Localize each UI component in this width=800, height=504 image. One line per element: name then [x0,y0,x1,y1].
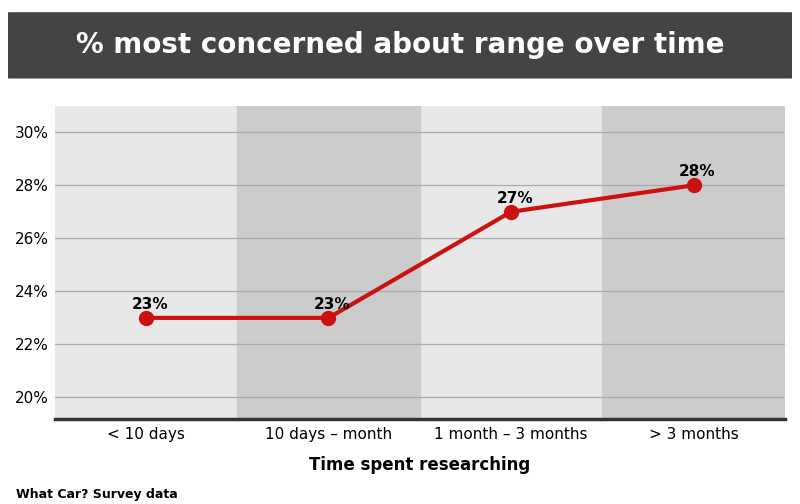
Text: 27%: 27% [497,191,533,206]
Text: 28%: 28% [679,164,716,179]
Text: What Car? Survey data: What Car? Survey data [16,488,178,501]
Text: % most concerned about range over time: % most concerned about range over time [76,31,724,59]
Bar [237,106,420,419]
Text: 23%: 23% [314,296,350,311]
FancyBboxPatch shape [0,12,800,79]
X-axis label: Time spent researching: Time spent researching [309,456,530,474]
Text: 23%: 23% [131,296,168,311]
Bar [602,106,785,419]
